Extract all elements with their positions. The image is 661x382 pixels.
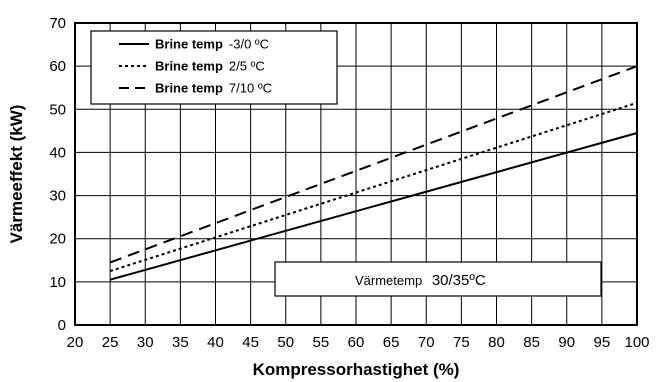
x-tick-label: 80 (488, 334, 505, 351)
x-tick-label: 60 (348, 334, 365, 351)
series-line (109, 132, 638, 281)
x-tick-label: 75 (453, 334, 470, 351)
x-tick-label: 70 (418, 334, 435, 351)
legend-label: Brine temp 7/10 ºC (155, 81, 272, 96)
annotation-frame (274, 261, 602, 297)
x-axis-title: Kompressorhastighet (%) (253, 360, 460, 379)
legend-label-value: -3/0 ºC (229, 37, 269, 52)
x-tick-label: 20 (67, 334, 84, 351)
x-tick-label: 85 (523, 334, 540, 351)
legend-label-name: Brine temp (155, 37, 223, 52)
plot-frame (74, 22, 638, 326)
x-tick-label: 65 (383, 334, 400, 351)
x-tick-label: 40 (207, 334, 224, 351)
annotation-label: Värmetemp (355, 273, 422, 288)
legend-label: Brine temp -3/0 ºC (155, 37, 269, 52)
series-line (109, 101, 638, 273)
x-tick-label: 45 (242, 334, 259, 351)
annotation-text: Värmetemp 30/35ºC (355, 272, 486, 289)
legend-label-value: 2/5 ºC (229, 59, 265, 74)
x-tick-label: 90 (558, 334, 575, 351)
annotation-box: Värmetemp 30/35ºC (274, 261, 602, 297)
y-tick-label: 50 (49, 101, 66, 118)
x-tick-label: 50 (277, 334, 294, 351)
y-tick-labels: 0 10 20 30 40 50 60 70 (49, 15, 66, 334)
x-tick-label: 55 (313, 334, 330, 351)
x-tick-labels: 20 25 30 35 40 45 50 55 60 65 70 75 80 85 90 95 100 (67, 334, 650, 351)
y-tick-label: 10 (49, 274, 66, 291)
series-lines (109, 65, 638, 281)
y-tick-label: 20 (49, 231, 66, 248)
x-tick-label: 30 (137, 334, 154, 351)
x-tick-label: 25 (102, 334, 119, 351)
x-tick-label: 35 (172, 334, 189, 351)
legend-label-name: Brine temp (155, 81, 223, 96)
annotation-value: 30/35ºC (432, 272, 486, 289)
legend-label: Brine temp 2/5 ºC (155, 59, 265, 74)
y-axis-title: Värmeeffekt (kW) (7, 105, 26, 244)
x-tick-label: 100 (624, 334, 649, 351)
y-tick-label: 60 (49, 58, 66, 75)
x-tick-label: 95 (594, 334, 611, 351)
legend-label-value: 7/10 ºC (229, 81, 272, 96)
y-tick-label: 40 (49, 144, 66, 161)
y-tick-label: 30 (49, 188, 66, 205)
legend-label-name: Brine temp (155, 59, 223, 74)
y-tick-label: 70 (49, 15, 66, 32)
y-tick-label: 0 (58, 317, 66, 334)
